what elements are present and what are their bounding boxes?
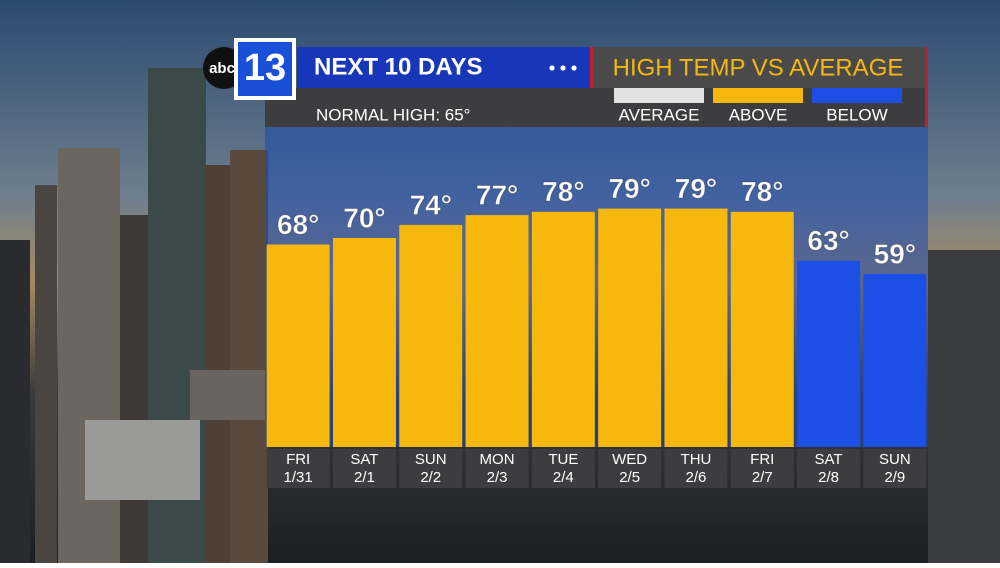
legend-swatch [812, 88, 902, 103]
value-label: 63° [807, 225, 849, 256]
value-label: 68° [277, 209, 319, 240]
value-label: 77° [476, 180, 518, 211]
x-tick-date: 2/1 [354, 469, 375, 486]
x-tick-label: MON [480, 451, 515, 468]
legend-swatch [713, 88, 803, 103]
bar [863, 273, 927, 447]
x-tick-date: 2/7 [752, 469, 773, 486]
x-tick-label: WED [612, 451, 647, 468]
bar [465, 215, 529, 447]
date-cell [664, 449, 728, 488]
legend-swatch [614, 88, 704, 103]
logo-inner [238, 42, 292, 96]
x-tick-date: 1/31 [284, 469, 313, 486]
x-tick-label: SUN [415, 451, 447, 468]
x-tick-label: FRI [750, 451, 774, 468]
value-label: 70° [343, 202, 385, 233]
date-cell [863, 449, 927, 488]
bar [332, 237, 396, 447]
logo-network: abc [209, 60, 235, 77]
subtitle: HIGH TEMP VS AVERAGE [613, 54, 904, 81]
x-tick-date: 2/5 [619, 469, 640, 486]
value-label: 59° [874, 238, 916, 269]
bar [797, 260, 861, 447]
legend-label: ABOVE [729, 105, 788, 124]
value-label: 79° [675, 173, 717, 204]
bar [598, 208, 662, 447]
bar [399, 224, 463, 447]
value-label: 79° [608, 173, 650, 204]
bar [730, 211, 794, 447]
x-tick-date: 2/2 [420, 469, 441, 486]
value-label: 78° [741, 176, 783, 207]
bar [531, 211, 595, 447]
divider [590, 47, 593, 88]
dot [571, 65, 577, 71]
note: NORMAL HIGH: 65° [316, 105, 470, 124]
date-cell [598, 449, 662, 488]
x-tick-label: SUN [879, 451, 911, 468]
dot [549, 65, 555, 71]
x-tick-label: FRI [286, 451, 310, 468]
x-tick-label: SAT [815, 451, 843, 468]
date-cell [797, 449, 861, 488]
x-tick-label: SAT [350, 451, 378, 468]
date-cell [465, 449, 529, 488]
legend-label: BELOW [826, 105, 887, 124]
subtitle-bar [592, 47, 928, 88]
logo-channel: 13 [244, 47, 286, 89]
x-tick-date: 2/3 [487, 469, 508, 486]
divider [925, 47, 928, 127]
x-tick-date: 2/6 [686, 469, 707, 486]
dot [560, 65, 566, 71]
x-tick-date: 2/9 [884, 469, 905, 486]
skyline [0, 68, 1000, 563]
x-tick-label: THU [681, 451, 712, 468]
title-bar [297, 47, 590, 88]
date-cell [730, 449, 794, 488]
value-label: 78° [542, 176, 584, 207]
x-tick-date: 2/8 [818, 469, 839, 486]
date-cell [399, 449, 463, 488]
x-tick-date: 2/4 [553, 469, 574, 486]
date-cell [531, 449, 595, 488]
bar [266, 244, 330, 447]
date-cell [266, 449, 330, 488]
date-cell [332, 449, 396, 488]
bar [664, 208, 728, 447]
value-label: 74° [410, 189, 452, 220]
title: NEXT 10 DAYS [314, 53, 483, 80]
x-tick-label: TUE [548, 451, 578, 468]
legend-label: AVERAGE [619, 105, 700, 124]
